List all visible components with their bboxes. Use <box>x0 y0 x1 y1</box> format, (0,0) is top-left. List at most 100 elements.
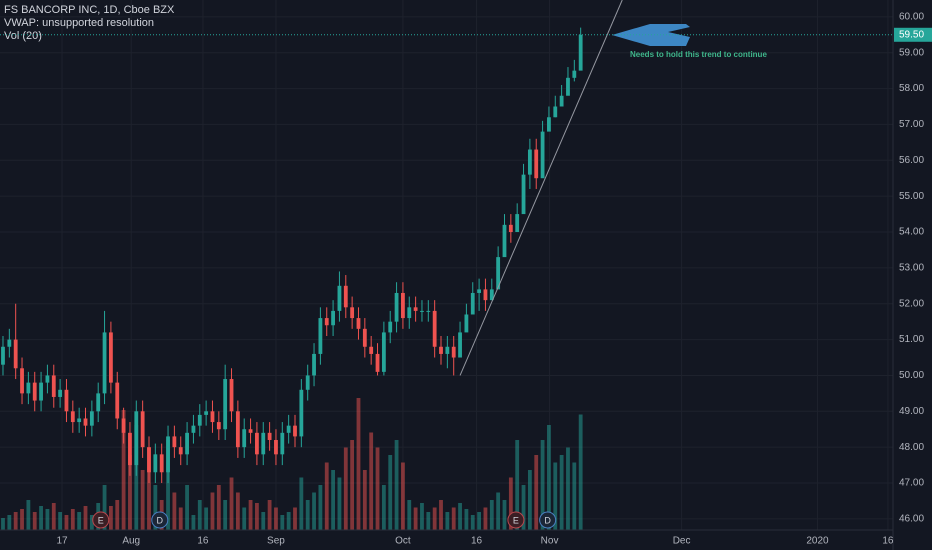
volume-bar <box>153 485 158 530</box>
volume-bar <box>128 455 132 530</box>
candle-body <box>185 432 189 455</box>
candle-body <box>58 389 63 397</box>
x-tick-label: 16 <box>882 536 894 547</box>
volume-bar <box>235 492 240 530</box>
y-tick-label: 59.00 <box>899 47 924 58</box>
x-tick-label: 17 <box>56 536 68 547</box>
volume-bar <box>102 485 107 530</box>
volume-bar <box>39 506 43 530</box>
y-tick-label: 54.00 <box>899 227 924 238</box>
candle-body <box>45 375 50 383</box>
candle-body <box>375 353 380 372</box>
candle-body <box>578 34 583 71</box>
price-label: 59.50 <box>899 29 924 40</box>
candle-body <box>496 257 501 290</box>
volume-bar <box>51 503 56 530</box>
candle-body <box>451 346 456 358</box>
volume-bar <box>445 512 450 530</box>
volume-bar <box>496 492 501 530</box>
candle-body <box>115 382 120 419</box>
candle-body <box>445 346 450 354</box>
volume-bar <box>32 512 37 530</box>
candle-body <box>369 346 374 354</box>
volume-bar <box>13 512 18 530</box>
candle-body <box>172 436 177 448</box>
volume-bar <box>394 440 399 530</box>
candle-body <box>439 346 443 354</box>
x-tick-label: 16 <box>197 536 209 547</box>
volume-bar <box>464 509 469 530</box>
candle-body <box>426 310 431 312</box>
volume-bar <box>134 425 139 530</box>
volume-bar <box>350 440 355 530</box>
candle-body <box>280 432 285 455</box>
candle-body <box>13 339 18 369</box>
volume-bar <box>515 440 520 530</box>
y-tick-label: 58.00 <box>899 83 924 94</box>
volume-bar <box>489 500 494 530</box>
candle-body <box>547 117 551 132</box>
x-tick-label: Dec <box>673 536 691 547</box>
candle-body <box>483 289 488 301</box>
volume-bar <box>26 500 31 530</box>
chart-title: FS BANCORP INC, 1D, Cboe BZX <box>4 4 175 16</box>
candle-body <box>362 328 367 347</box>
candle-body <box>527 149 532 175</box>
candle-body <box>305 375 310 390</box>
volume-bar <box>426 512 431 530</box>
x-tick-label: 16 <box>471 536 483 547</box>
candle-body <box>540 131 545 179</box>
candle-body <box>458 332 462 358</box>
event-label: E <box>513 515 519 525</box>
volume-bar <box>166 440 170 530</box>
candle-body <box>70 411 75 423</box>
volume-bar <box>553 462 558 530</box>
volume-bar <box>572 462 577 530</box>
candle-body <box>267 432 272 440</box>
candle-body <box>432 310 437 347</box>
candle-body <box>128 432 132 466</box>
x-tick-label: Oct <box>395 536 411 547</box>
candle-body <box>51 375 56 397</box>
volume-bar <box>261 512 266 530</box>
candle-body <box>413 307 418 311</box>
y-tick-label: 46.00 <box>899 514 924 525</box>
volume-bar <box>121 410 126 530</box>
volume-bar <box>204 507 209 530</box>
y-tick-label: 53.00 <box>899 263 924 274</box>
x-tick-label: Nov <box>541 536 559 547</box>
volume-bar <box>375 447 380 530</box>
candle-body <box>197 414 202 426</box>
candle-body <box>1 346 5 365</box>
candle-body <box>26 382 31 394</box>
candle-body <box>32 382 37 401</box>
candle-body <box>166 436 170 473</box>
volume-bar <box>1 518 5 530</box>
volume-bar <box>413 507 418 530</box>
volume-bar <box>527 470 532 530</box>
candle-body <box>178 447 183 455</box>
volume-bar <box>502 500 507 530</box>
volume-bar <box>7 515 12 530</box>
candle-body <box>7 339 12 347</box>
volume-bar <box>343 447 348 530</box>
indicator-label: VWAP: unsupported resolution <box>4 17 154 29</box>
volume-bar <box>312 492 316 530</box>
volume-bar <box>45 509 50 530</box>
volume-bar <box>267 500 272 530</box>
candle-body <box>559 95 564 107</box>
x-tick-label: 2020 <box>806 536 829 547</box>
candle-body <box>39 382 43 401</box>
candle-body <box>286 425 291 433</box>
volume-bar <box>248 500 253 530</box>
candle-body <box>477 289 482 293</box>
volume-bar <box>255 503 259 530</box>
event-marker <box>507 511 525 529</box>
volume-bar <box>299 477 304 530</box>
y-tick-label: 48.00 <box>899 442 924 453</box>
candle-body <box>318 318 323 354</box>
volume-bar <box>362 470 367 530</box>
volume-bar <box>356 398 361 530</box>
